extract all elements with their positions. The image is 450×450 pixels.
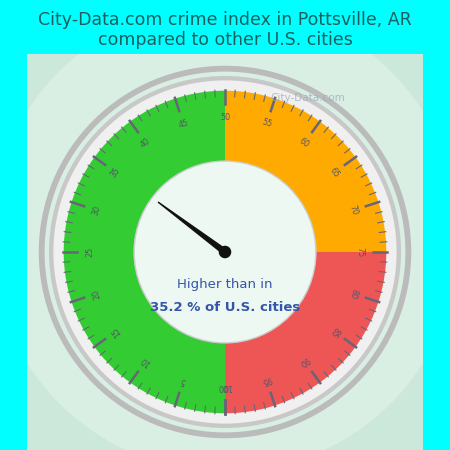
Text: 0: 0	[222, 382, 228, 392]
Wedge shape	[63, 90, 225, 414]
Text: 15: 15	[109, 324, 122, 338]
Text: 80: 80	[347, 288, 359, 300]
Text: 95: 95	[261, 374, 273, 386]
Text: 35.2 % of U.S. cities: 35.2 % of U.S. cities	[150, 301, 300, 314]
Text: City-Data.com crime index in Pottsville, AR: City-Data.com crime index in Pottsville,…	[38, 11, 412, 29]
Text: 55: 55	[261, 118, 273, 130]
Text: 10: 10	[139, 355, 153, 368]
Text: 35: 35	[109, 166, 122, 180]
Text: 40: 40	[139, 136, 153, 149]
Text: compared to other U.S. cities: compared to other U.S. cities	[98, 31, 352, 49]
Text: 75: 75	[356, 247, 364, 257]
Wedge shape	[225, 90, 387, 252]
Text: 20: 20	[91, 288, 103, 300]
Text: 25: 25	[86, 247, 94, 257]
Text: 5: 5	[180, 375, 187, 385]
Circle shape	[0, 3, 450, 450]
Text: 70: 70	[347, 204, 359, 216]
Text: 30: 30	[91, 204, 103, 216]
Text: City-Data.com: City-Data.com	[270, 93, 345, 103]
Text: 50: 50	[220, 112, 230, 122]
Circle shape	[220, 247, 230, 257]
Text: 45: 45	[177, 118, 189, 130]
Wedge shape	[54, 81, 396, 423]
Wedge shape	[225, 252, 387, 414]
Text: Higher than in: Higher than in	[177, 278, 273, 291]
Text: 100: 100	[217, 382, 233, 392]
Wedge shape	[39, 66, 411, 438]
Wedge shape	[49, 76, 401, 428]
Polygon shape	[158, 202, 227, 254]
Text: 85: 85	[328, 324, 341, 338]
Text: 65: 65	[328, 166, 341, 180]
Circle shape	[134, 161, 316, 343]
Text: 60: 60	[297, 136, 311, 149]
Text: 90: 90	[297, 355, 311, 368]
